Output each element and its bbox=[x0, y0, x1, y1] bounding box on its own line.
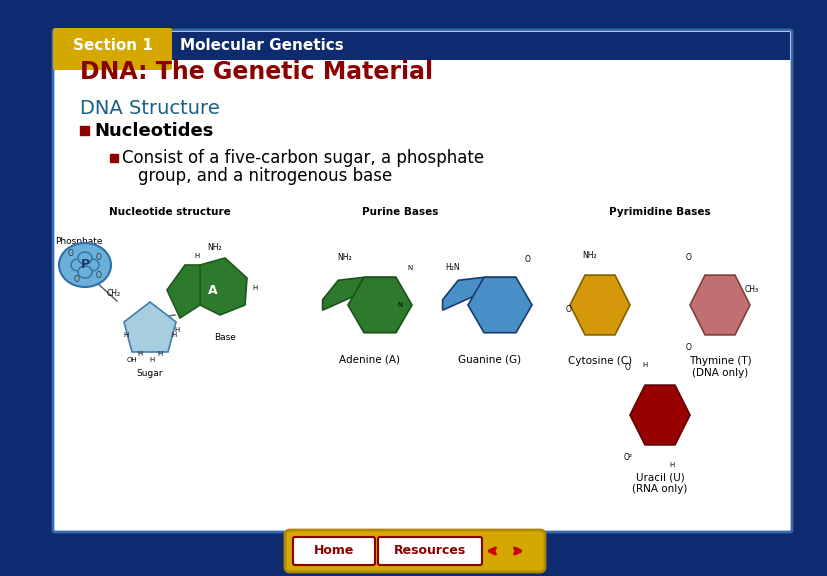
Text: NH₂: NH₂ bbox=[208, 244, 222, 252]
Text: Resources: Resources bbox=[394, 544, 466, 558]
Text: Home: Home bbox=[313, 544, 354, 558]
Text: Cytosine (C): Cytosine (C) bbox=[567, 356, 631, 366]
Bar bbox=[110, 154, 118, 162]
Polygon shape bbox=[689, 275, 749, 335]
Polygon shape bbox=[629, 385, 689, 445]
Text: O: O bbox=[96, 252, 102, 262]
Bar bbox=[80, 126, 88, 135]
FancyBboxPatch shape bbox=[284, 530, 544, 572]
Text: Thymine (T)
(DNA only): Thymine (T) (DNA only) bbox=[688, 356, 750, 378]
Text: H: H bbox=[123, 332, 128, 338]
Polygon shape bbox=[569, 275, 629, 335]
FancyBboxPatch shape bbox=[53, 30, 791, 532]
Text: Nucleotide structure: Nucleotide structure bbox=[109, 207, 231, 217]
Polygon shape bbox=[347, 277, 412, 333]
Text: Pyrimidine Bases: Pyrimidine Bases bbox=[609, 207, 710, 217]
Text: Section 1: Section 1 bbox=[73, 39, 152, 54]
Text: N: N bbox=[397, 302, 402, 308]
Polygon shape bbox=[200, 258, 246, 315]
Ellipse shape bbox=[71, 259, 85, 271]
Text: Phosphate: Phosphate bbox=[55, 237, 103, 245]
Ellipse shape bbox=[85, 259, 99, 271]
Text: A: A bbox=[208, 283, 218, 297]
Text: Adenine (A): Adenine (A) bbox=[339, 355, 400, 365]
Text: H: H bbox=[642, 362, 647, 368]
Ellipse shape bbox=[78, 252, 92, 264]
Text: H: H bbox=[137, 351, 142, 357]
Text: O: O bbox=[566, 305, 571, 314]
FancyBboxPatch shape bbox=[55, 32, 789, 60]
Text: H: H bbox=[194, 253, 199, 259]
Polygon shape bbox=[323, 277, 395, 310]
Text: H: H bbox=[149, 357, 155, 363]
Text: O: O bbox=[524, 256, 530, 264]
Text: DNA: The Genetic Material: DNA: The Genetic Material bbox=[80, 60, 433, 84]
Text: Sugar: Sugar bbox=[136, 369, 163, 378]
Text: Base: Base bbox=[214, 334, 236, 343]
Polygon shape bbox=[167, 265, 200, 318]
Text: H: H bbox=[252, 285, 257, 291]
Text: H₂N: H₂N bbox=[445, 263, 460, 271]
Text: O: O bbox=[68, 248, 74, 257]
Text: N: N bbox=[407, 265, 412, 271]
Text: CH₃: CH₃ bbox=[744, 285, 758, 294]
Text: DNA Structure: DNA Structure bbox=[80, 98, 219, 118]
Text: Molecular Genetics: Molecular Genetics bbox=[179, 39, 343, 54]
Text: O: O bbox=[686, 343, 691, 351]
Ellipse shape bbox=[78, 266, 92, 278]
Text: CH₂: CH₂ bbox=[107, 289, 121, 297]
Text: H: H bbox=[668, 462, 674, 468]
FancyBboxPatch shape bbox=[293, 537, 375, 565]
Text: P: P bbox=[80, 259, 89, 271]
Text: H: H bbox=[171, 332, 176, 338]
Text: Consist of a five-carbon sugar, a phosphate: Consist of a five-carbon sugar, a phosph… bbox=[122, 149, 484, 167]
Text: Nucleotides: Nucleotides bbox=[94, 122, 213, 140]
Polygon shape bbox=[467, 277, 532, 333]
Text: OH: OH bbox=[127, 357, 137, 363]
Text: O: O bbox=[74, 275, 80, 283]
Text: group, and a nitrogenous base: group, and a nitrogenous base bbox=[138, 167, 392, 185]
Text: H: H bbox=[157, 351, 162, 357]
FancyBboxPatch shape bbox=[378, 537, 481, 565]
Polygon shape bbox=[442, 277, 515, 310]
Text: Purine Bases: Purine Bases bbox=[361, 207, 437, 217]
Text: O: O bbox=[96, 271, 102, 279]
Text: O²: O² bbox=[623, 453, 632, 461]
Text: NH₂: NH₂ bbox=[582, 252, 596, 260]
Text: NH₂: NH₂ bbox=[337, 253, 351, 263]
Text: H: H bbox=[174, 327, 179, 333]
Text: Uracil (U)
(RNA only): Uracil (U) (RNA only) bbox=[632, 472, 687, 494]
Ellipse shape bbox=[59, 243, 111, 287]
Text: O: O bbox=[624, 363, 630, 373]
Polygon shape bbox=[124, 302, 176, 352]
Text: Guanine (G): Guanine (G) bbox=[458, 355, 521, 365]
FancyBboxPatch shape bbox=[53, 28, 172, 70]
Text: O: O bbox=[686, 253, 691, 263]
